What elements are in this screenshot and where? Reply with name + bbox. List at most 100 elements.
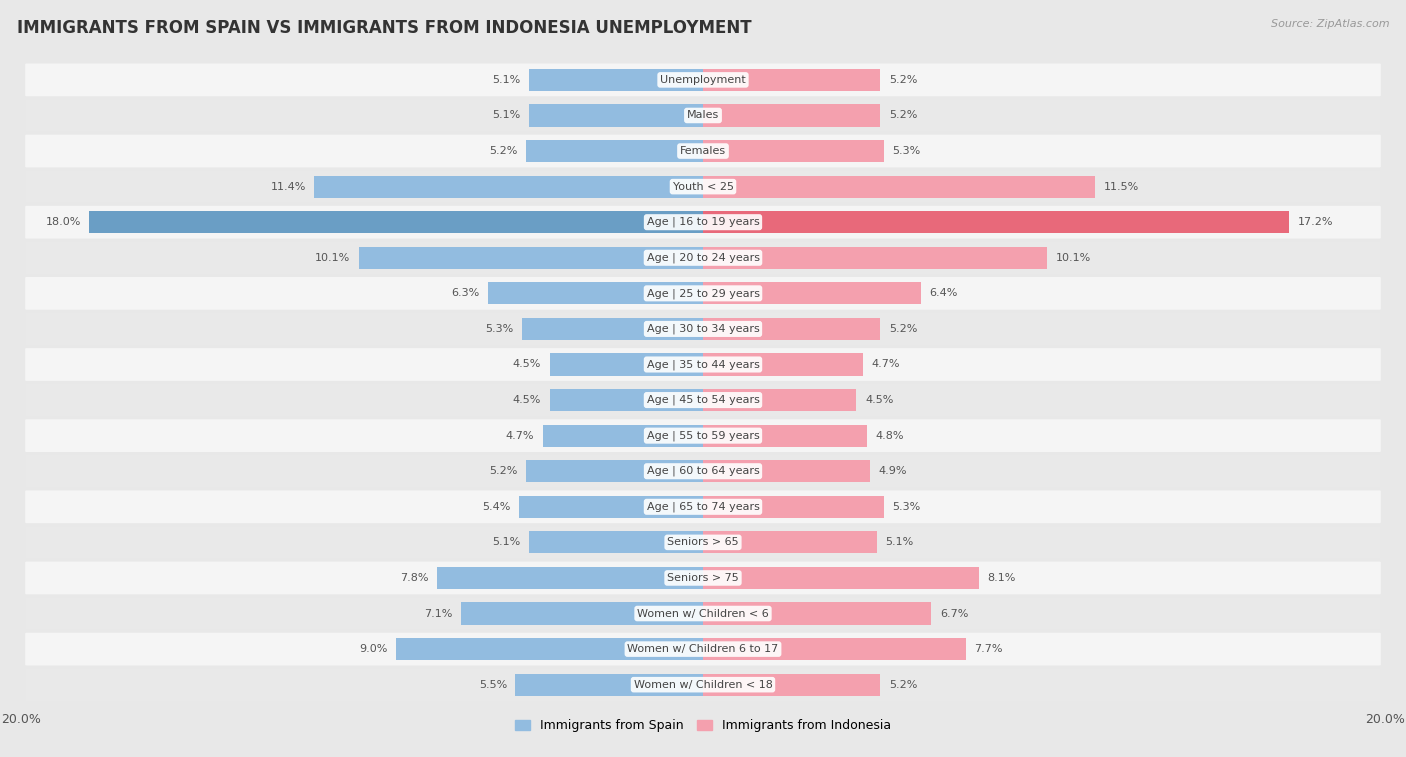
FancyBboxPatch shape xyxy=(25,313,1381,345)
FancyBboxPatch shape xyxy=(25,135,1381,167)
Text: 5.1%: 5.1% xyxy=(492,537,520,547)
FancyBboxPatch shape xyxy=(25,562,1381,594)
Text: Women w/ Children < 6: Women w/ Children < 6 xyxy=(637,609,769,618)
Text: 6.4%: 6.4% xyxy=(929,288,957,298)
Bar xyxy=(529,531,703,553)
Bar xyxy=(488,282,703,304)
Text: Seniors > 65: Seniors > 65 xyxy=(668,537,738,547)
FancyBboxPatch shape xyxy=(25,99,1381,132)
FancyBboxPatch shape xyxy=(25,455,1381,488)
FancyBboxPatch shape xyxy=(25,384,1381,416)
Bar xyxy=(526,460,703,482)
Bar xyxy=(703,247,1047,269)
Text: Women w/ Children < 18: Women w/ Children < 18 xyxy=(634,680,772,690)
Text: 7.1%: 7.1% xyxy=(425,609,453,618)
Bar xyxy=(89,211,703,233)
FancyBboxPatch shape xyxy=(25,526,1381,559)
FancyBboxPatch shape xyxy=(25,277,1381,310)
FancyBboxPatch shape xyxy=(25,419,1381,452)
Bar xyxy=(519,496,703,518)
Text: Unemployment: Unemployment xyxy=(661,75,745,85)
Text: 5.2%: 5.2% xyxy=(889,111,917,120)
Text: Males: Males xyxy=(688,111,718,120)
Text: 5.1%: 5.1% xyxy=(492,75,520,85)
FancyBboxPatch shape xyxy=(25,348,1381,381)
Text: 8.1%: 8.1% xyxy=(987,573,1017,583)
Bar xyxy=(703,674,880,696)
FancyBboxPatch shape xyxy=(25,597,1381,630)
Bar xyxy=(703,69,880,91)
Text: 5.3%: 5.3% xyxy=(893,502,921,512)
Text: 11.5%: 11.5% xyxy=(1104,182,1139,192)
Bar xyxy=(437,567,703,589)
Text: Age | 45 to 54 years: Age | 45 to 54 years xyxy=(647,395,759,405)
Text: 4.5%: 4.5% xyxy=(513,360,541,369)
Bar xyxy=(703,460,870,482)
Text: 7.7%: 7.7% xyxy=(974,644,1002,654)
Text: 4.7%: 4.7% xyxy=(506,431,534,441)
Bar xyxy=(703,425,866,447)
Text: Age | 60 to 64 years: Age | 60 to 64 years xyxy=(647,466,759,476)
FancyBboxPatch shape xyxy=(25,491,1381,523)
Text: 10.1%: 10.1% xyxy=(315,253,350,263)
FancyBboxPatch shape xyxy=(25,241,1381,274)
Text: 11.4%: 11.4% xyxy=(270,182,305,192)
Bar xyxy=(703,176,1095,198)
Text: 5.2%: 5.2% xyxy=(489,466,517,476)
FancyBboxPatch shape xyxy=(25,633,1381,665)
FancyBboxPatch shape xyxy=(25,668,1381,701)
Text: Seniors > 75: Seniors > 75 xyxy=(666,573,740,583)
Text: Age | 25 to 29 years: Age | 25 to 29 years xyxy=(647,288,759,298)
Text: 7.8%: 7.8% xyxy=(401,573,429,583)
Bar xyxy=(703,638,966,660)
Text: 5.2%: 5.2% xyxy=(889,324,917,334)
Text: 18.0%: 18.0% xyxy=(45,217,80,227)
Text: 5.3%: 5.3% xyxy=(893,146,921,156)
Text: 5.3%: 5.3% xyxy=(485,324,513,334)
Bar xyxy=(703,567,979,589)
Bar xyxy=(703,282,921,304)
Bar xyxy=(516,674,703,696)
FancyBboxPatch shape xyxy=(25,170,1381,203)
Text: 6.7%: 6.7% xyxy=(941,609,969,618)
Text: 17.2%: 17.2% xyxy=(1298,217,1333,227)
Bar xyxy=(543,425,703,447)
Text: 9.0%: 9.0% xyxy=(360,644,388,654)
Text: 5.1%: 5.1% xyxy=(886,537,914,547)
Bar xyxy=(315,176,703,198)
Text: 6.3%: 6.3% xyxy=(451,288,479,298)
Bar xyxy=(703,603,931,625)
Bar xyxy=(396,638,703,660)
Bar xyxy=(703,318,880,340)
Text: Source: ZipAtlas.com: Source: ZipAtlas.com xyxy=(1271,19,1389,29)
Bar xyxy=(526,140,703,162)
Bar xyxy=(522,318,703,340)
Bar xyxy=(461,603,703,625)
Bar xyxy=(703,496,884,518)
Text: 5.2%: 5.2% xyxy=(889,680,917,690)
Bar xyxy=(703,211,1289,233)
Bar xyxy=(703,531,877,553)
Text: Age | 55 to 59 years: Age | 55 to 59 years xyxy=(647,431,759,441)
Text: 4.5%: 4.5% xyxy=(513,395,541,405)
Text: Age | 20 to 24 years: Age | 20 to 24 years xyxy=(647,253,759,263)
Text: Women w/ Children 6 to 17: Women w/ Children 6 to 17 xyxy=(627,644,779,654)
Bar xyxy=(529,69,703,91)
Text: Age | 65 to 74 years: Age | 65 to 74 years xyxy=(647,502,759,512)
Text: 5.5%: 5.5% xyxy=(478,680,508,690)
Text: 5.2%: 5.2% xyxy=(889,75,917,85)
Bar xyxy=(703,354,863,375)
Text: 10.1%: 10.1% xyxy=(1056,253,1091,263)
Text: Age | 16 to 19 years: Age | 16 to 19 years xyxy=(647,217,759,227)
Bar xyxy=(359,247,703,269)
Text: 5.2%: 5.2% xyxy=(489,146,517,156)
Bar xyxy=(703,140,884,162)
Text: 5.4%: 5.4% xyxy=(482,502,510,512)
Bar xyxy=(550,389,703,411)
Bar xyxy=(529,104,703,126)
Text: 4.7%: 4.7% xyxy=(872,360,900,369)
Text: Age | 30 to 34 years: Age | 30 to 34 years xyxy=(647,324,759,334)
Legend: Immigrants from Spain, Immigrants from Indonesia: Immigrants from Spain, Immigrants from I… xyxy=(510,715,896,737)
Text: IMMIGRANTS FROM SPAIN VS IMMIGRANTS FROM INDONESIA UNEMPLOYMENT: IMMIGRANTS FROM SPAIN VS IMMIGRANTS FROM… xyxy=(17,19,751,37)
Text: 4.5%: 4.5% xyxy=(865,395,893,405)
